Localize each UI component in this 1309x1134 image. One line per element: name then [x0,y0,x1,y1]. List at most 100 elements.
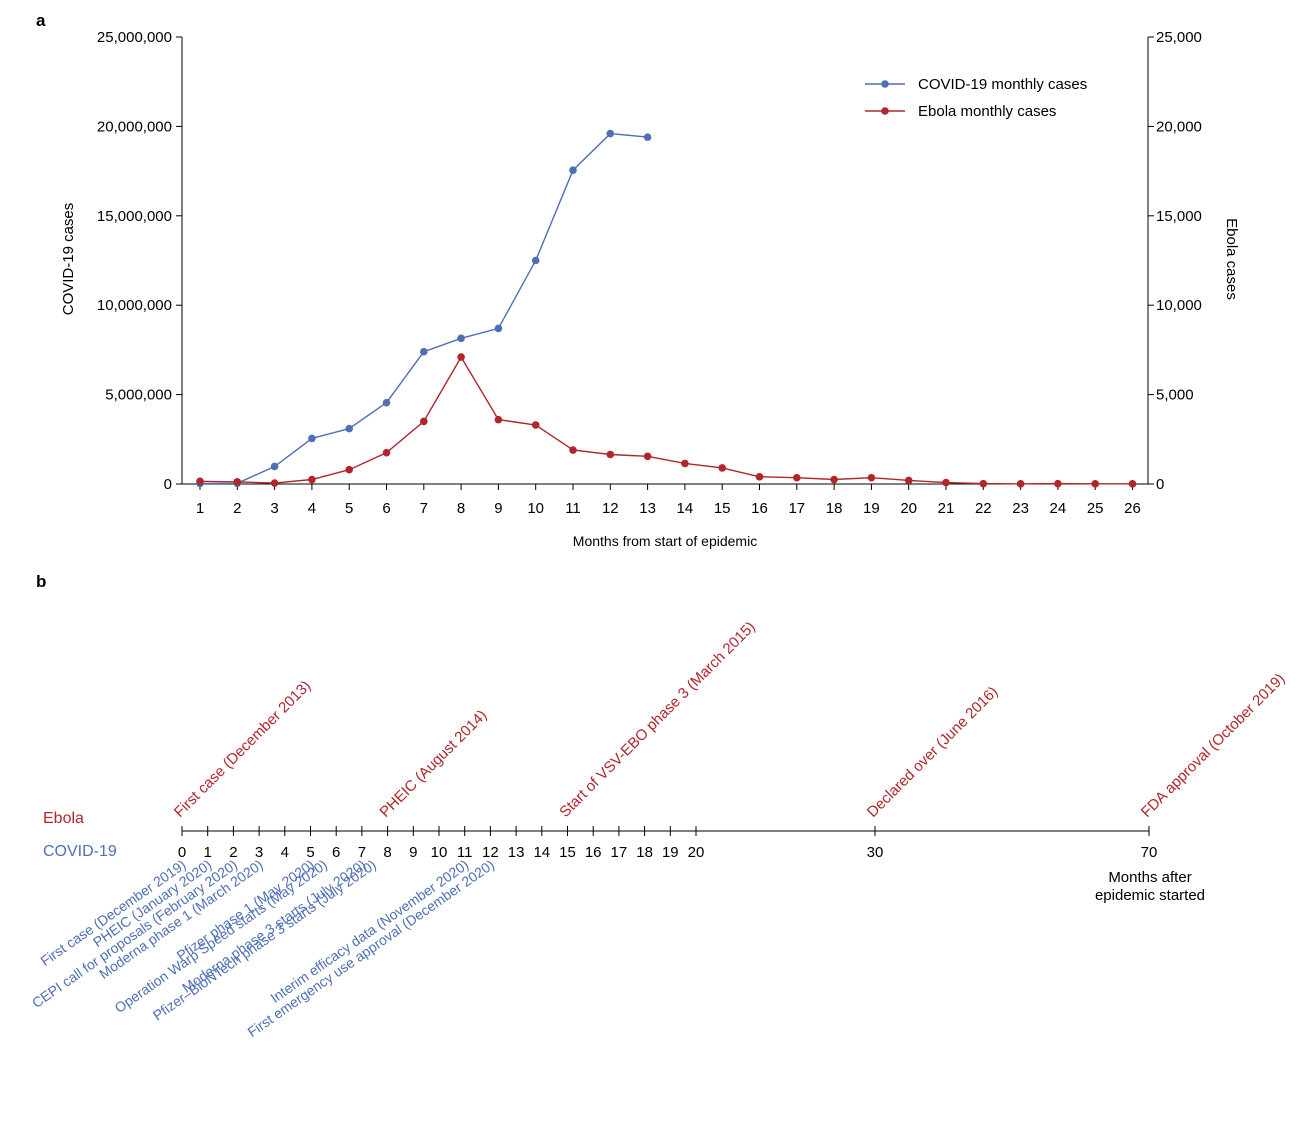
ebola-data-point [643,452,652,461]
timeline-tick-label: 11 [457,844,473,861]
timeline-tick-label: 18 [636,844,653,861]
x-tick-label: 26 [1124,500,1141,517]
y-right-tick-label: 0 [1156,476,1164,493]
ebola-data-point [531,421,540,429]
timeline-tick-label: 5 [306,844,314,861]
timeline-tick-label: 20 [688,844,705,861]
x-tick-label: 5 [345,500,353,517]
covid-data-point [308,434,316,443]
x-tick-label: 9 [494,500,502,517]
covid-data-point [457,334,465,343]
ebola-data-point [457,353,465,361]
ebola-events: First case (December 2013) PHEIC (August … [171,618,1289,820]
x-tick-label: 6 [382,500,390,517]
timeline-tick-label: 0 [178,844,186,861]
y-left-axis-label: COVID-19 cases [60,203,77,316]
ebola-data-point [1128,480,1137,488]
ebola-row-label: Ebola [43,810,84,827]
ebola-data-point [382,448,391,457]
y-right-tick-label: 5,000 [1156,387,1194,404]
y-left-tick-label: 25,000,000 [97,29,172,46]
ebola-event-label: FDA approval (October 2019) [1138,670,1289,821]
y-left-tick-label: 10,000,000 [97,297,172,314]
y-right-axis-label: Ebola cases [1223,218,1240,300]
timeline-tick-label: 17 [611,844,628,861]
timeline-tick-label: 14 [533,844,550,861]
ebola-data-point [718,464,726,472]
x-tick-label: 2 [233,500,241,517]
covid-row-label: COVID-19 [43,843,117,860]
covid-data-point [606,129,615,138]
y-left-tick-label: 20,000,000 [97,118,172,135]
panel-a-axes: 0 5,000,000 10,000,000 15,000,000 20,000,000… [97,29,1202,517]
timeline-tick-label: 13 [508,844,525,861]
timeline-tick-label: 4 [281,844,289,861]
x-tick-label: 10 [527,500,544,517]
ebola-data-point [270,479,279,487]
covid-data-point [531,256,540,265]
x-tick-label: 13 [639,500,656,517]
timeline-axis: 0 1 2 3 4 5 6 7 8 9 10 11 12 13 14 15 16 17 18 19 20 30 70 [178,826,1158,861]
covid-data-point [643,133,652,141]
y-right-tick-label: 25,000 [1156,29,1202,46]
panel-a-label: a [36,11,46,30]
ebola-data-point [196,477,204,486]
legend-covid-marker [881,80,889,88]
panel-a-series [196,129,1137,488]
ebola-data-point [681,459,689,468]
timeline-axis-title-line2: epidemic started [1095,887,1205,904]
x-tick-label: 3 [270,500,278,517]
y-right-tick-label: 10,000 [1156,297,1202,314]
y-left-tick-label: 5,000,000 [105,387,172,404]
x-tick-label: 21 [938,500,955,517]
ebola-data-point [979,479,988,488]
panel-b-label: b [36,572,46,591]
ebola-data-point [308,475,316,484]
timeline-tick-label: 2 [229,844,237,861]
timeline-tick-label: 6 [332,844,340,861]
ebola-data-point [793,473,801,482]
timeline-tick-label: 70 [1141,844,1158,861]
x-tick-label: 23 [1012,500,1029,517]
covid-data-point [382,398,391,407]
y-right-tick-label: 15,000 [1156,208,1202,225]
timeline-tick-label: 7 [358,844,366,861]
x-tick-label: 11 [565,500,581,517]
x-tick-label: 14 [677,500,694,517]
ebola-data-point [1016,480,1025,488]
covid-data-point [569,166,577,175]
ebola-data-point [494,415,503,424]
x-tick-label: 16 [751,500,768,517]
ebola-data-point [569,446,577,454]
ebola-data-point [1091,480,1099,488]
y-left-tick-label: 0 [164,476,172,493]
legend: COVID-19 monthly cases Ebola monthly cas… [865,76,1087,120]
legend-ebola-marker [881,107,889,115]
legend-ebola-label: Ebola monthly cases [918,103,1056,120]
timeline-tick-label: 8 [383,844,391,861]
y-right-tick-label: 20,000 [1156,118,1202,135]
ebola-data-point [233,478,242,486]
x-tick-label: 18 [826,500,843,517]
timeline-tick-label: 3 [255,844,263,861]
ebola-data-point [830,475,838,484]
x-tick-label: 20 [900,500,917,517]
ebola-data-point [606,450,615,459]
timeline-tick-label: 12 [482,844,499,861]
covid-events: First case (December 2019)PHEIC (January… [29,856,497,1040]
ebola-data-point [1054,479,1062,488]
ebola-event-label: First case (December 2013) [171,677,314,820]
timeline-axis-title-line1: Months after [1108,869,1191,886]
timeline-tick-label: 30 [867,844,884,861]
y-left-tick-label: 15,000,000 [97,208,172,225]
ebola-data-point [345,465,354,474]
x-tick-label: 25 [1087,500,1104,517]
timeline-tick-label: 1 [204,844,212,861]
timeline-tick-label: 19 [662,844,679,861]
x-tick-label: 7 [420,500,428,517]
covid-series-line [199,132,648,485]
x-tick-label: 17 [788,500,805,517]
x-tick-label: 19 [863,500,880,517]
panel-a: a COVID-19 cases Ebola cases Months from… [36,11,1240,549]
